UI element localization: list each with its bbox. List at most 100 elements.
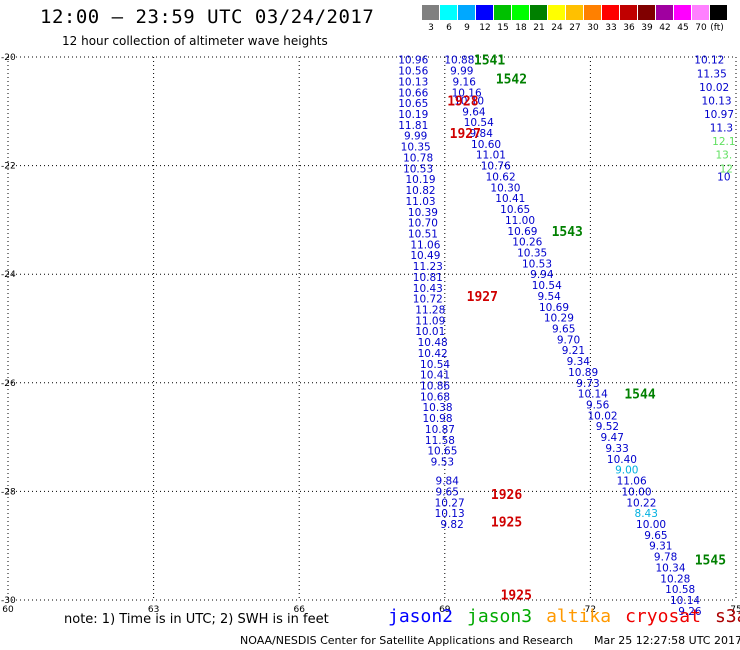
legend-item: jason3 — [467, 606, 533, 627]
scale-swatch — [710, 5, 728, 20]
wave-height-point: 10.30 — [490, 182, 520, 194]
y-tick-label: -20 — [1, 53, 16, 63]
wave-height-point: 11.81 — [398, 120, 428, 132]
wave-height-point: 10.56 — [398, 66, 428, 78]
wave-height-point: 10.65 — [427, 446, 457, 458]
scale-label: 45 — [677, 23, 689, 33]
wave-height-point: 11.00 — [505, 215, 535, 227]
scale-swatch — [638, 5, 656, 20]
y-tick-label: -22 — [1, 162, 16, 172]
scale-label: 30 — [587, 23, 599, 33]
pass-number-label: 1928 — [447, 94, 478, 109]
scale-swatch — [494, 5, 512, 20]
wave-height-point: 9.65 — [552, 324, 575, 336]
scale-unit-label: (ft) — [710, 23, 724, 33]
wave-height-point: 12 — [720, 163, 733, 175]
wave-height-point: 10.26 — [512, 237, 542, 249]
footer-credit: NOAA/NESDIS Center for Satellite Applica… — [240, 634, 574, 647]
wave-height-point: 9.21 — [562, 345, 585, 357]
scale-swatch — [548, 5, 566, 20]
scale-label: 12 — [479, 23, 491, 33]
wave-height-point: 10.54 — [532, 280, 562, 292]
scale-swatch — [584, 5, 602, 20]
wave-height-point: 10.60 — [471, 139, 501, 151]
x-tick-label: 69 — [439, 605, 451, 615]
wave-height-point: 9.82 — [440, 519, 463, 531]
wave-height-point: 10.00 — [621, 486, 651, 498]
scale-label: 6 — [446, 23, 452, 33]
wave-height-point: 9.84 — [436, 476, 460, 488]
chart-subtitle: 12 hour collection of altimeter wave hei… — [62, 34, 328, 48]
wave-height-point: 10.12 — [694, 55, 724, 67]
scale-label: 24 — [551, 23, 563, 33]
wave-height-point: 9.99 — [404, 131, 427, 143]
scale-label: 42 — [659, 23, 671, 33]
wave-height-point: 9.31 — [649, 541, 672, 553]
wave-height-point: 10.96 — [398, 55, 428, 67]
wave-height-point: 10.02 — [699, 82, 729, 94]
wave-height-point: 9.64 — [462, 106, 486, 118]
wave-height-point: 10.38 — [422, 402, 452, 414]
wave-height-point: 10.13 — [435, 508, 465, 520]
wave-height-point: 10.40 — [607, 454, 637, 466]
scale-swatch — [692, 5, 710, 20]
wave-height-point: 11.03 — [406, 196, 436, 208]
pass-number-label: 1926 — [491, 488, 522, 503]
y-tick-label: -28 — [1, 487, 16, 497]
pass-number-label: 1927 — [467, 290, 498, 305]
wave-height-point: 10.69 — [539, 302, 569, 314]
y-tick-label: -30 — [1, 596, 16, 606]
scale-label: 21 — [533, 23, 545, 33]
wave-height-point: 10.27 — [435, 497, 465, 509]
wave-height-point: 10.29 — [544, 313, 574, 325]
scale-swatch — [440, 5, 458, 20]
scale-label: 39 — [641, 23, 653, 33]
wave-height-point: 10.76 — [481, 161, 511, 173]
wave-height-point: 9.26 — [678, 606, 702, 618]
scale-swatch — [422, 5, 440, 20]
x-tick-label: 75 — [730, 605, 740, 615]
scale-label: 3 — [428, 23, 434, 33]
wave-height-point: 10.98 — [422, 413, 452, 425]
wave-height-point: 9.78 — [654, 552, 677, 564]
wave-height-point: 10.00 — [636, 519, 666, 531]
wave-height-point: 10.53 — [403, 163, 433, 175]
scale-label: 15 — [497, 23, 509, 33]
color-scale-legend: 3 6 9 12 15 18 21 24 27 30 33 36 39 42 45 70 (ft) — [422, 5, 738, 35]
wave-height-point: 10.41 — [420, 370, 450, 382]
wave-height-point: 9.99 — [450, 66, 473, 78]
pass-number-label: 1545 — [695, 553, 726, 568]
pass-number-label: 1927 — [450, 127, 481, 142]
wave-height-point: 11.35 — [697, 68, 727, 80]
wave-height-point: 9.73 — [576, 378, 599, 390]
wave-height-point: 10.58 — [665, 584, 695, 596]
wave-height-point: 10.10 — [454, 95, 484, 107]
wave-height-point: 10.49 — [410, 250, 440, 262]
legend-item: cryosat — [625, 606, 701, 627]
wave-height-point: 10.78 — [403, 152, 433, 164]
scale-swatch — [656, 5, 674, 20]
x-tick-label: 63 — [148, 605, 159, 615]
scale-label: 27 — [569, 23, 581, 33]
wave-height-point: 10.39 — [408, 207, 438, 219]
pass-number-label: 1543 — [552, 225, 583, 240]
x-tick-label: 66 — [293, 605, 305, 615]
wave-height-point: 10.48 — [418, 337, 448, 349]
wave-height-point: 12.1 — [712, 136, 735, 148]
y-tick-label: -24 — [1, 270, 16, 280]
x-tick-label: 60 — [2, 605, 14, 615]
wave-height-point: 10.70 — [408, 218, 438, 230]
pass-number-label: 1541 — [474, 54, 505, 69]
wave-height-point: 10.68 — [420, 391, 450, 403]
wave-height-point: 11.28 — [415, 304, 445, 316]
wave-height-point: 9.52 — [596, 421, 619, 433]
wave-height-point: 10.34 — [655, 562, 685, 574]
y-tick-label: -26 — [1, 379, 16, 389]
wave-height-point: 10.62 — [486, 171, 516, 183]
wave-height-point: 9.56 — [586, 400, 610, 412]
wave-height-point: 11.06 — [617, 476, 647, 488]
wave-height-point: 11.23 — [413, 261, 443, 273]
legend-item: s3a — [714, 606, 740, 627]
scale-label: 33 — [605, 23, 617, 33]
